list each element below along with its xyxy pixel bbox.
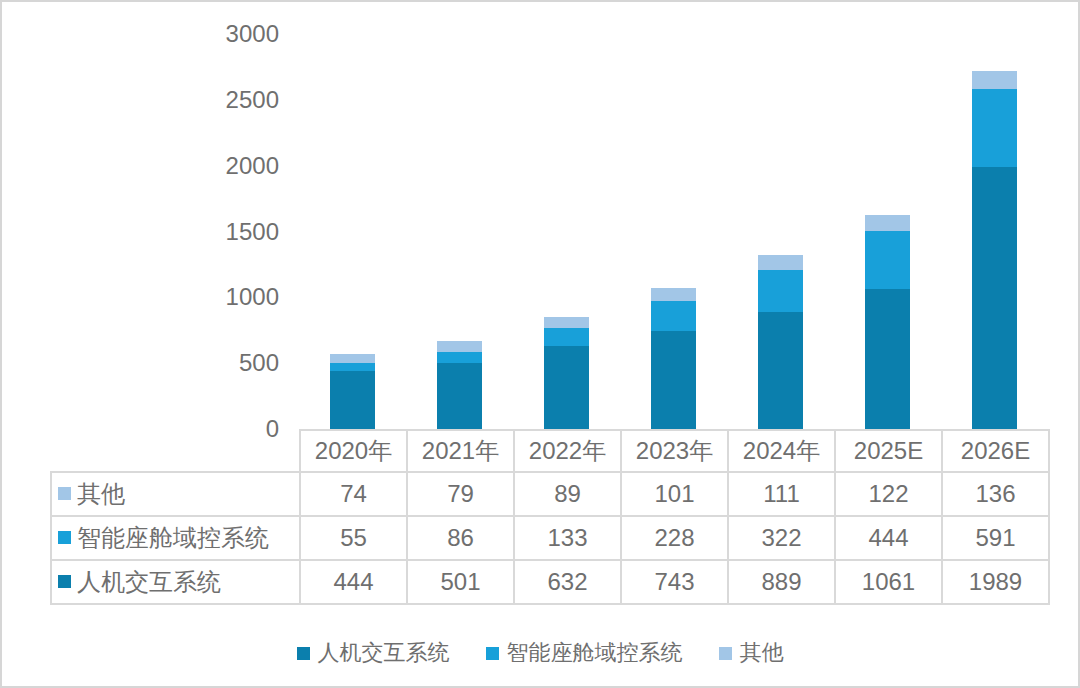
table-cell: 591 — [942, 516, 1049, 560]
table-cell: 74 — [300, 472, 407, 516]
bar-segment — [437, 352, 482, 363]
table-cell: 136 — [942, 472, 1049, 516]
table-cell: 86 — [407, 516, 514, 560]
data-table: 2020年2021年2022年2023年2024年2025E2026E其他747… — [50, 429, 1050, 605]
table-cell: 322 — [728, 516, 835, 560]
bar-segment — [865, 289, 910, 429]
bar-segment — [758, 255, 803, 270]
table-cell: 1061 — [835, 560, 942, 604]
bar-segment — [330, 371, 375, 429]
y-axis-tick-label: 2000 — [159, 151, 279, 181]
bar-segment — [651, 331, 696, 429]
table-row: 人机交互系统 44450163274388910611989 — [51, 560, 1049, 604]
plot-area — [299, 34, 1048, 429]
bar-segment — [972, 89, 1017, 167]
bar-segment — [437, 341, 482, 351]
y-axis-tick-label: 2500 — [159, 85, 279, 115]
legend-key-icon — [719, 647, 732, 660]
series-label: 其他 — [77, 480, 125, 507]
legend-item: 人机交互系统 — [297, 638, 450, 668]
table-header-cell: 2022年 — [514, 430, 621, 472]
bar-segment — [437, 363, 482, 429]
table-header-cell: 2020年 — [300, 430, 407, 472]
table-row: 智能座舱域控系统 5586133228322444591 — [51, 516, 1049, 560]
table-header-cell: 2023年 — [621, 430, 728, 472]
table-cell: 444 — [835, 516, 942, 560]
table-cell: 743 — [621, 560, 728, 604]
legend-label: 其他 — [740, 638, 784, 668]
table-cell: 79 — [407, 472, 514, 516]
series-key-icon — [58, 531, 71, 544]
table-cell: 122 — [835, 472, 942, 516]
table-cell: 632 — [514, 560, 621, 604]
bar-segment — [865, 215, 910, 231]
y-axis-tick-label: 3000 — [159, 19, 279, 49]
bar-segment — [865, 231, 910, 289]
bar-segment — [651, 301, 696, 331]
table-row-label-cell: 人机交互系统 — [51, 560, 300, 604]
table-row-label-cell: 其他 — [51, 472, 300, 516]
table-cell: 889 — [728, 560, 835, 604]
table-cell: 444 — [300, 560, 407, 604]
table-header-cell: 2021年 — [407, 430, 514, 472]
bar-segment — [544, 328, 589, 346]
chart-panel: 050010001500200025003000 2020年2021年2022年… — [0, 0, 1080, 688]
table-header-cell: 2025E — [835, 430, 942, 472]
series-key-icon — [58, 487, 71, 500]
table-cell: 55 — [300, 516, 407, 560]
series-label: 智能座舱域控系统 — [77, 524, 269, 551]
legend-item: 智能座舱域控系统 — [486, 638, 683, 668]
table-corner-spacer — [51, 430, 300, 472]
table-row: 其他 747989101111122136 — [51, 472, 1049, 516]
table-row-label-cell: 智能座舱域控系统 — [51, 516, 300, 560]
y-axis-tick-label: 1500 — [159, 217, 279, 247]
table-header-cell: 2024年 — [728, 430, 835, 472]
series-label: 人机交互系统 — [77, 568, 221, 595]
bar-segment — [544, 346, 589, 429]
series-key-icon — [58, 575, 71, 588]
bar-segment — [330, 363, 375, 370]
legend-label: 人机交互系统 — [318, 638, 450, 668]
bar-segment — [758, 270, 803, 312]
table-cell: 1989 — [942, 560, 1049, 604]
table-cell: 111 — [728, 472, 835, 516]
y-axis-tick-label: 1000 — [159, 282, 279, 312]
bar-segment — [330, 354, 375, 364]
table-cell: 133 — [514, 516, 621, 560]
table-cell: 89 — [514, 472, 621, 516]
legend-label: 智能座舱域控系统 — [507, 638, 683, 668]
y-axis-tick-label: 500 — [159, 348, 279, 378]
table-cell: 501 — [407, 560, 514, 604]
bar-segment — [544, 317, 589, 329]
bar-segment — [758, 312, 803, 429]
table-header-row: 2020年2021年2022年2023年2024年2025E2026E — [51, 430, 1049, 472]
table-cell: 101 — [621, 472, 728, 516]
legend-key-icon — [297, 647, 310, 660]
bar-segment — [972, 167, 1017, 429]
table-header-cell: 2026E — [942, 430, 1049, 472]
bar-segment — [972, 71, 1017, 89]
chart-legend: 人机交互系统 智能座舱域控系统 其他 — [2, 638, 1078, 668]
bar-segment — [651, 288, 696, 301]
legend-key-icon — [486, 647, 499, 660]
legend-item: 其他 — [719, 638, 784, 668]
table-cell: 228 — [621, 516, 728, 560]
